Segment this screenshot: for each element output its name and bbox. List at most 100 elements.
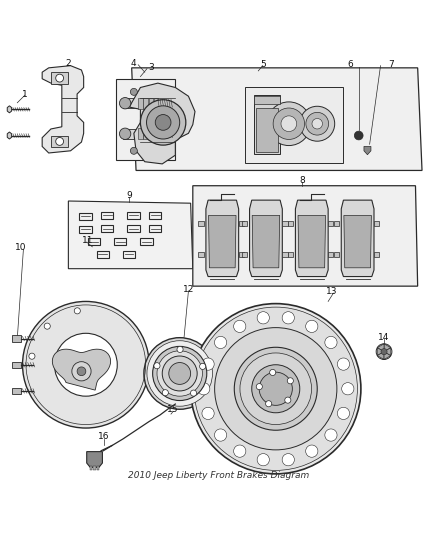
Circle shape — [285, 397, 291, 403]
Circle shape — [282, 454, 294, 466]
Polygon shape — [51, 72, 68, 84]
Text: 13: 13 — [326, 287, 337, 296]
Polygon shape — [334, 252, 339, 257]
Text: 4: 4 — [131, 59, 137, 68]
Circle shape — [29, 353, 35, 359]
Text: 2010 Jeep Liberty Front Brakes Diagram: 2010 Jeep Liberty Front Brakes Diagram — [128, 471, 310, 480]
Circle shape — [194, 307, 357, 471]
Circle shape — [270, 369, 276, 376]
Polygon shape — [283, 221, 288, 227]
Circle shape — [306, 320, 318, 333]
Bar — [79, 213, 92, 220]
Polygon shape — [242, 252, 247, 257]
Polygon shape — [12, 362, 21, 368]
Polygon shape — [252, 215, 280, 268]
Bar — [256, 108, 278, 152]
Circle shape — [306, 445, 318, 457]
Bar — [138, 98, 143, 109]
Polygon shape — [206, 200, 239, 277]
Polygon shape — [130, 83, 195, 164]
Circle shape — [144, 338, 215, 409]
Circle shape — [215, 328, 337, 450]
Polygon shape — [239, 221, 244, 227]
Circle shape — [131, 88, 138, 95]
Circle shape — [300, 106, 335, 141]
Text: 10: 10 — [14, 243, 26, 252]
Polygon shape — [364, 147, 371, 155]
Circle shape — [155, 115, 171, 130]
Bar — [149, 128, 153, 140]
Text: 15: 15 — [167, 405, 179, 414]
Circle shape — [215, 336, 227, 349]
Circle shape — [191, 304, 361, 474]
Circle shape — [44, 323, 50, 329]
Circle shape — [234, 348, 317, 430]
Circle shape — [233, 320, 246, 333]
Polygon shape — [374, 221, 379, 227]
Polygon shape — [377, 348, 384, 356]
Polygon shape — [283, 252, 288, 257]
Polygon shape — [341, 200, 374, 277]
Circle shape — [282, 312, 294, 324]
Polygon shape — [193, 185, 418, 286]
Circle shape — [325, 336, 337, 349]
Polygon shape — [250, 200, 283, 277]
Circle shape — [312, 118, 322, 129]
Bar — [97, 466, 99, 470]
Polygon shape — [295, 200, 328, 277]
Polygon shape — [328, 221, 333, 227]
Circle shape — [198, 383, 210, 395]
Polygon shape — [288, 252, 293, 257]
Polygon shape — [68, 201, 193, 269]
Circle shape — [337, 407, 350, 419]
Bar — [79, 226, 92, 233]
Polygon shape — [384, 352, 391, 359]
Bar — [93, 466, 96, 470]
Polygon shape — [334, 221, 339, 227]
Polygon shape — [198, 252, 204, 257]
Circle shape — [72, 362, 91, 381]
Polygon shape — [12, 388, 21, 394]
Circle shape — [215, 429, 227, 441]
Circle shape — [162, 356, 197, 391]
Polygon shape — [328, 252, 333, 257]
Bar — [154, 128, 158, 140]
Bar — [127, 225, 140, 232]
Text: 12: 12 — [183, 285, 194, 294]
Polygon shape — [374, 252, 379, 257]
Bar — [114, 238, 127, 245]
Circle shape — [325, 429, 337, 441]
Bar — [90, 466, 92, 470]
Polygon shape — [198, 221, 204, 227]
Bar — [117, 79, 175, 159]
Circle shape — [337, 358, 350, 370]
Circle shape — [177, 346, 183, 352]
Circle shape — [287, 378, 293, 384]
Circle shape — [152, 346, 207, 400]
Circle shape — [306, 112, 328, 135]
Circle shape — [147, 106, 180, 139]
Circle shape — [240, 353, 311, 425]
Circle shape — [54, 333, 117, 396]
Text: 7: 7 — [389, 60, 394, 69]
Text: 1: 1 — [22, 90, 28, 99]
Circle shape — [273, 108, 304, 140]
Circle shape — [202, 407, 214, 419]
Bar — [154, 98, 158, 109]
Bar — [101, 212, 113, 219]
Bar — [254, 95, 280, 154]
Circle shape — [120, 98, 131, 109]
Circle shape — [252, 365, 300, 413]
Bar — [149, 225, 161, 232]
Circle shape — [162, 390, 168, 395]
Text: 16: 16 — [98, 432, 109, 441]
Circle shape — [267, 102, 311, 146]
Polygon shape — [51, 135, 68, 147]
Polygon shape — [377, 352, 384, 359]
Circle shape — [202, 358, 214, 370]
Text: 8: 8 — [299, 175, 305, 184]
Circle shape — [157, 351, 202, 396]
Bar — [149, 212, 161, 219]
Polygon shape — [288, 221, 293, 227]
Bar — [254, 96, 280, 104]
